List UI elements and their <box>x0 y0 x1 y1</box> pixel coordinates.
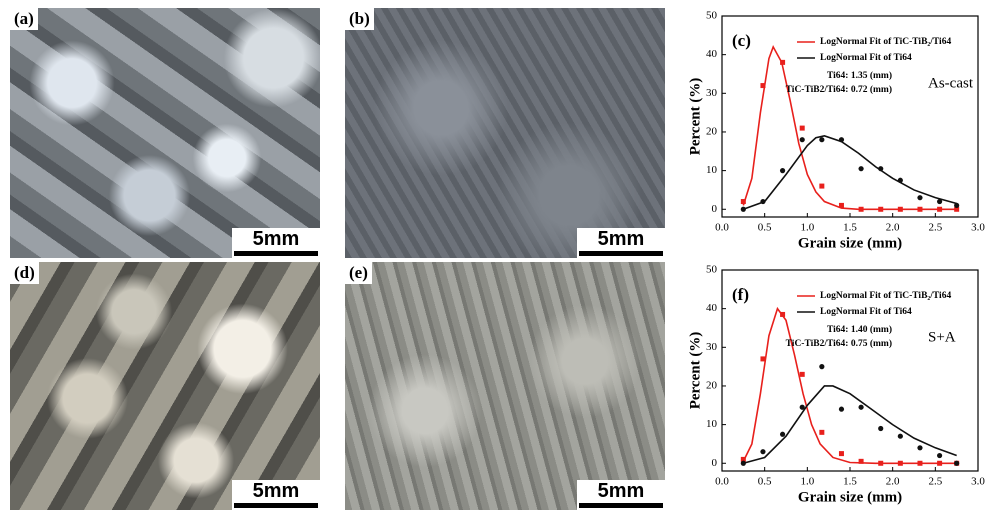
x-tick-label: 0.5 <box>758 476 772 488</box>
y-axis-label: Percent (%) <box>687 78 703 156</box>
x-tick-label: 0.0 <box>715 476 729 488</box>
data-point <box>898 434 903 439</box>
data-point <box>917 195 922 200</box>
y-tick-label: 20 <box>706 125 718 137</box>
data-point <box>878 207 883 212</box>
y-tick-label: 20 <box>706 379 718 391</box>
x-tick-label: 0.5 <box>758 222 772 234</box>
x-tick-label: 1.5 <box>843 222 857 234</box>
figure: (a)5mm (b)5mm (d)5mm (e)5mm 0.00.51.01.5… <box>0 0 987 514</box>
data-point <box>800 126 805 131</box>
data-point <box>917 207 922 212</box>
data-point <box>954 461 959 466</box>
x-tick-label: 3.0 <box>971 222 985 234</box>
data-point <box>760 449 765 454</box>
charts: 0.0 0.5 1.0 1.5 2.0 2.5 3.0 0 10 20 30 40 50 Grain si… <box>0 0 987 514</box>
x-tick-label: 1.0 <box>800 476 814 488</box>
panel-label: (c) <box>732 31 751 50</box>
data-point <box>741 461 746 466</box>
x-tick-label: 3.0 <box>971 476 985 488</box>
data-point <box>760 356 765 361</box>
data-point <box>917 461 922 466</box>
data-point <box>780 432 785 437</box>
y-tick-label: 30 <box>706 87 718 99</box>
stat-note: Ti64: 1.35 (mm) <box>827 70 892 81</box>
y-tick-label: 0 <box>712 457 718 469</box>
y-tick-label: 40 <box>706 302 718 314</box>
fit-line <box>743 136 956 209</box>
y-tick-label: 30 <box>706 341 718 353</box>
data-point <box>937 453 942 458</box>
y-tick-label: 10 <box>706 164 718 176</box>
data-point <box>859 459 864 464</box>
data-point <box>954 203 959 208</box>
data-point <box>859 207 864 212</box>
data-point <box>741 207 746 212</box>
legend-label: LogNormal Fit of Ti64 <box>820 307 912 317</box>
data-point <box>760 199 765 204</box>
data-point <box>839 451 844 456</box>
data-point <box>800 372 805 377</box>
y-tick-label: 50 <box>706 10 718 22</box>
data-point <box>878 461 883 466</box>
data-point <box>819 430 824 435</box>
data-point <box>780 312 785 317</box>
y-axis-label: Percent (%) <box>687 332 703 410</box>
data-point <box>917 445 922 450</box>
data-point <box>898 207 903 212</box>
data-point <box>741 199 746 204</box>
data-point <box>839 137 844 142</box>
data-point <box>858 166 863 171</box>
data-point <box>898 178 903 183</box>
data-point <box>819 364 824 369</box>
stat-note: TiC-TiB2/Ti64: 0.72 (mm) <box>786 84 892 95</box>
x-tick-label: 2.5 <box>928 476 942 488</box>
data-point <box>819 184 824 189</box>
y-tick-label: 0 <box>712 203 718 215</box>
data-point <box>819 137 824 142</box>
legend-label: LogNormal Fit of Ti64 <box>820 53 912 63</box>
annotation: S+A <box>928 329 956 345</box>
data-point <box>937 207 942 212</box>
legend-label: LogNormal Fit of TiC-TiB₂/Ti64 <box>820 291 951 301</box>
x-tick-label: 2.0 <box>886 476 900 488</box>
y-tick-label: 50 <box>706 264 718 276</box>
x-tick-label: 1.5 <box>843 476 857 488</box>
data-point <box>878 166 883 171</box>
stat-note: Ti64: 1.40 (mm) <box>827 324 892 335</box>
data-point <box>780 60 785 65</box>
x-axis-label: Grain size (mm) <box>798 489 902 505</box>
annotation: As-cast <box>928 75 974 91</box>
y-tick-label: 10 <box>706 418 718 430</box>
data-point <box>839 203 844 208</box>
data-point <box>878 426 883 431</box>
data-point <box>937 461 942 466</box>
data-point <box>780 168 785 173</box>
x-tick-label: 2.5 <box>928 222 942 234</box>
panel-label: (f) <box>732 285 749 304</box>
data-point <box>800 405 805 410</box>
data-point <box>760 83 765 88</box>
y-tick-label: 40 <box>706 48 718 60</box>
data-point <box>839 407 844 412</box>
data-point <box>898 461 903 466</box>
x-tick-label: 0.0 <box>715 222 729 234</box>
fit-line <box>743 386 956 463</box>
x-axis-label: Grain size (mm) <box>798 235 902 251</box>
x-tick-label: 2.0 <box>886 222 900 234</box>
data-point <box>937 199 942 204</box>
x-tick-label: 1.0 <box>800 222 814 234</box>
stat-note: TiC-TiB2/Ti64: 0.75 (mm) <box>786 338 892 349</box>
legend-label: LogNormal Fit of TiC-TiB₂/Ti64 <box>820 37 951 47</box>
data-point <box>800 137 805 142</box>
data-point <box>858 405 863 410</box>
